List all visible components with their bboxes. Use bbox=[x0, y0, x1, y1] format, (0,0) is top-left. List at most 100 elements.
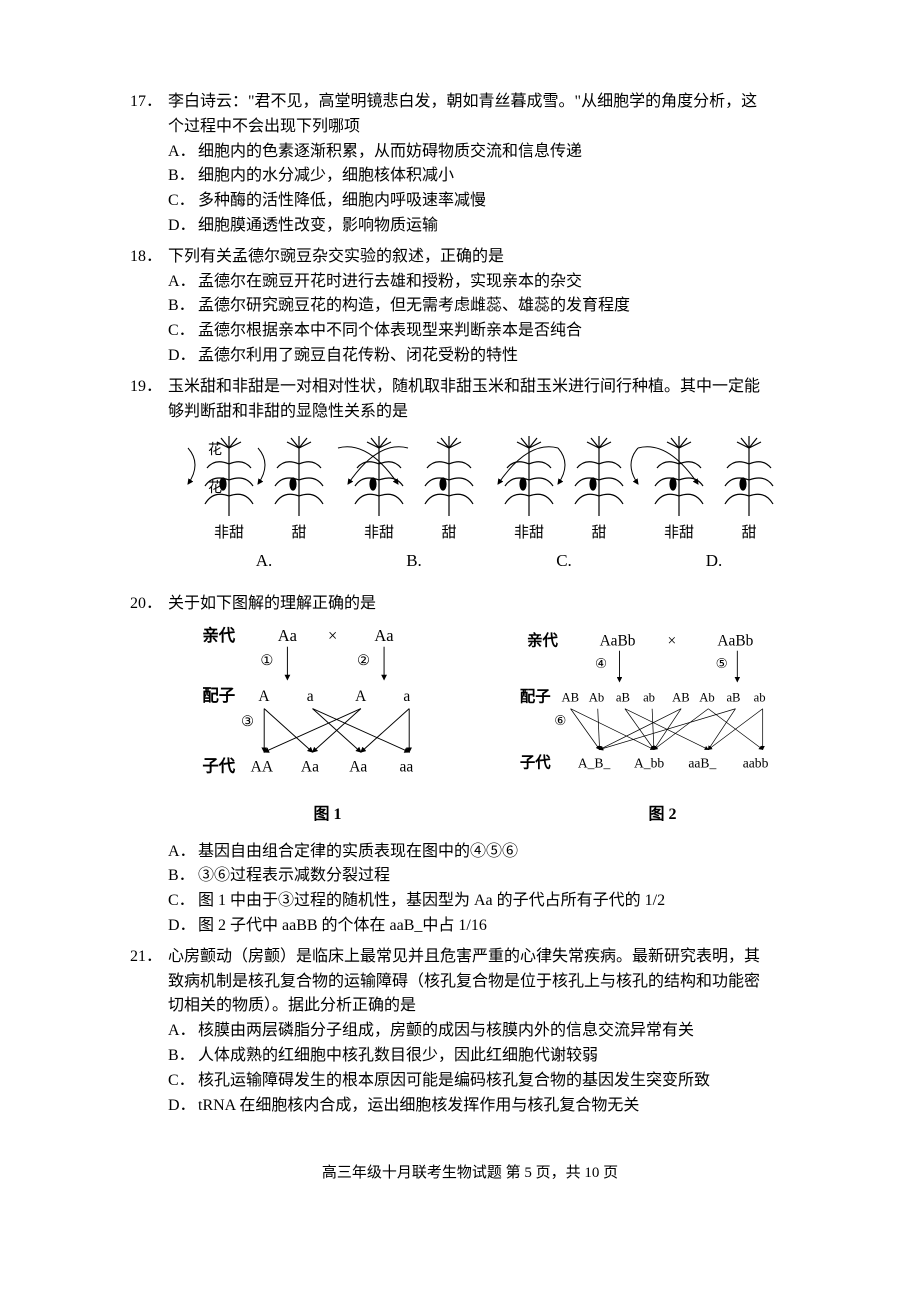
svg-text:配子: 配子 bbox=[519, 687, 550, 705]
svg-text:③: ③ bbox=[241, 714, 254, 730]
q18-opt-A-text: 孟德尔在豌豆开花时进行去雄和授粉，实现亲本的杂交 bbox=[198, 270, 810, 295]
svg-text:④: ④ bbox=[595, 656, 607, 671]
q21-opt-C-letter: C． bbox=[168, 1069, 198, 1094]
svg-text:Ab: Ab bbox=[699, 690, 715, 704]
q18-opt-A-letter: A． bbox=[168, 270, 198, 295]
q21-opt-B-text: 人体成熟的红细胞中核孔数目很少，因此红细胞代谢较弱 bbox=[198, 1044, 810, 1069]
corn-label-ns: 非甜 bbox=[214, 522, 244, 545]
corn-label-s: 甜 bbox=[291, 522, 306, 545]
corn-plant-icon bbox=[501, 434, 557, 520]
corn-plant-icon bbox=[271, 434, 327, 520]
q20-opt-C-text: 图 1 中由于③过程的随机性，基因型为 Aa 的子代占所有子代的 1/2 bbox=[198, 889, 810, 914]
q18-opt-B-letter: B． bbox=[168, 294, 198, 319]
corn-plant-icon bbox=[201, 434, 257, 520]
svg-text:aB: aB bbox=[726, 690, 740, 704]
q17-opt-A-text: 细胞内的色素逐渐积累，从而妨碍物质交流和信息传递 bbox=[198, 140, 810, 165]
q20-opt-A-text: 基因自由组合定律的实质表现在图中的④⑤⑥ bbox=[198, 840, 810, 865]
group-letter-B: B. bbox=[406, 548, 422, 574]
q20-opt-D-letter: D． bbox=[168, 914, 198, 939]
q18-opt-D-text: 孟德尔利用了豌豆自花传粉、闭花受粉的特性 bbox=[198, 344, 810, 369]
figure-1-caption: 图 1 bbox=[313, 803, 341, 828]
figure-1: 亲代 Aa × Aa ① ② 配子 A a A a ③ bbox=[180, 621, 475, 828]
svg-text:A: A bbox=[355, 688, 367, 705]
punnett-diagram-2: 亲代 AaBb × AaBb ④ ⑤ 配子 AB Ab aB ab AB Ab … bbox=[518, 621, 808, 801]
svg-text:a: a bbox=[403, 688, 410, 705]
svg-text:Aa: Aa bbox=[277, 626, 297, 645]
q20-opt-C-letter: C． bbox=[168, 889, 198, 914]
group-letter-A: A. bbox=[256, 548, 273, 574]
q17-opt-B-text: 细胞内的水分减少，细胞核体积减小 bbox=[198, 164, 810, 189]
corn-group-C: 非甜 甜 C. bbox=[489, 434, 639, 574]
q17-opt-B-letter: B． bbox=[168, 164, 198, 189]
svg-text:Ab: Ab bbox=[588, 690, 604, 704]
figure-2: 亲代 AaBb × AaBb ④ ⑤ 配子 AB Ab aB ab AB Ab … bbox=[515, 621, 810, 828]
svg-text:Aa: Aa bbox=[374, 626, 394, 645]
q21-stem-line1: 心房颤动（房颤）是临床上最常见并且危害严重的心律失常疾病。最新研究表明，其 bbox=[168, 945, 810, 970]
q20-stem: 关于如下图解的理解正确的是 bbox=[168, 592, 810, 617]
svg-text:亲代: 亲代 bbox=[527, 630, 558, 649]
corn-label-ns: 非甜 bbox=[514, 522, 544, 545]
q20-opt-A-letter: A． bbox=[168, 840, 198, 865]
svg-text:①: ① bbox=[260, 653, 273, 669]
question-17: 17． 李白诗云："君不见，高堂明镜悲白发，朝如青丝暮成雪。"从细胞学的角度分析… bbox=[130, 90, 810, 239]
corn-plant-icon bbox=[651, 434, 707, 520]
q21-opt-B-letter: B． bbox=[168, 1044, 198, 1069]
exam-page: 17． 李白诗云："君不见，高堂明镜悲白发，朝如青丝暮成雪。"从细胞学的角度分析… bbox=[0, 0, 920, 1300]
q17-opt-C-text: 多种酶的活性降低，细胞内呼吸速率减慢 bbox=[198, 189, 810, 214]
q18-opt-D-letter: D． bbox=[168, 344, 198, 369]
question-18: 18． 下列有关孟德尔豌豆杂交实验的叙述，正确的是 A．孟德尔在豌豆开花时进行去… bbox=[130, 245, 810, 369]
q17-opt-D-text: 细胞膜通透性改变，影响物质运输 bbox=[198, 214, 810, 239]
svg-text:亲代: 亲代 bbox=[202, 626, 235, 645]
q19-stem-line2: 够判断甜和非甜的显隐性关系的是 bbox=[130, 400, 810, 425]
corn-label-ns: 非甜 bbox=[664, 522, 694, 545]
svg-text:AA: AA bbox=[250, 758, 273, 775]
corn-label-s: 甜 bbox=[741, 522, 756, 545]
svg-text:aB: aB bbox=[615, 690, 629, 704]
corn-group-A: 非甜 甜 A. bbox=[189, 434, 339, 574]
group-letter-D: D. bbox=[706, 548, 723, 574]
q19-figure: 非甜 甜 A. 非甜 甜 B. 非甜 甜 bbox=[130, 434, 810, 574]
q21-opt-C-text: 核孔运输障碍发生的根本原因可能是编码核孔复合物的基因发生突变所致 bbox=[198, 1069, 810, 1094]
svg-text:AB: AB bbox=[561, 690, 579, 704]
corn-label-ns: 非甜 bbox=[364, 522, 394, 545]
corn-label-s: 甜 bbox=[591, 522, 606, 545]
svg-text:Aa: Aa bbox=[300, 758, 318, 775]
svg-text:配子: 配子 bbox=[202, 686, 235, 705]
q18-stem: 下列有关孟德尔豌豆杂交实验的叙述，正确的是 bbox=[168, 245, 810, 270]
q21-stem-line3: 切相关的物质）。据此分析正确的是 bbox=[130, 994, 810, 1019]
q21-opt-D-letter: D． bbox=[168, 1094, 198, 1119]
q18-opt-C-letter: C． bbox=[168, 319, 198, 344]
svg-text:⑤: ⑤ bbox=[715, 656, 727, 671]
figure-2-caption: 图 2 bbox=[648, 803, 676, 828]
question-20: 20． 关于如下图解的理解正确的是 亲代 Aa × Aa ① ② 配子 A bbox=[130, 592, 810, 939]
svg-text:×: × bbox=[667, 632, 676, 649]
q19-stem-line1: 玉米甜和非甜是一对相对性状，随机取非甜玉米和甜玉米进行间行种植。其中一定能 bbox=[168, 375, 810, 400]
q21-opt-A-letter: A． bbox=[168, 1019, 198, 1044]
punnett-diagram-1: 亲代 Aa × Aa ① ② 配子 A a A a ③ bbox=[183, 621, 473, 801]
q21-opt-D-text: tRNA 在细胞核内合成，运出细胞核发挥作用与核孔复合物无关 bbox=[198, 1094, 810, 1119]
q17-number: 17． bbox=[130, 90, 168, 115]
svg-text:②: ② bbox=[357, 653, 370, 669]
corn-plant-icon bbox=[351, 434, 407, 520]
q17-stem-line1: 李白诗云："君不见，高堂明镜悲白发，朝如青丝暮成雪。"从细胞学的角度分析，这 bbox=[168, 90, 810, 115]
q17-opt-C-letter: C． bbox=[168, 189, 198, 214]
svg-text:aabb: aabb bbox=[742, 755, 768, 770]
svg-text:AaBb: AaBb bbox=[717, 632, 753, 649]
q20-figures: 亲代 Aa × Aa ① ② 配子 A a A a ③ bbox=[180, 621, 810, 828]
q20-opt-B-letter: B． bbox=[168, 864, 198, 889]
q17-opt-A-letter: A． bbox=[168, 140, 198, 165]
q18-opt-C-text: 孟德尔根据亲本中不同个体表现型来判断亲本是否纯合 bbox=[198, 319, 810, 344]
svg-text:aa: aa bbox=[399, 758, 413, 775]
svg-text:AB: AB bbox=[672, 690, 690, 704]
corn-plant-icon bbox=[421, 434, 477, 520]
svg-text:ab: ab bbox=[643, 690, 655, 704]
svg-text:子代: 子代 bbox=[202, 756, 235, 775]
svg-text:子代: 子代 bbox=[519, 752, 550, 771]
corn-group-D: 非甜 甜 D. bbox=[639, 434, 789, 574]
svg-text:Aa: Aa bbox=[349, 758, 367, 775]
q20-opt-B-text: ③⑥过程表示减数分裂过程 bbox=[198, 864, 810, 889]
q19-number: 19． bbox=[130, 375, 168, 400]
q21-number: 21． bbox=[130, 945, 168, 970]
q20-opt-D-text: 图 2 子代中 aaBB 的个体在 aaB_中占 1/16 bbox=[198, 914, 810, 939]
q18-number: 18． bbox=[130, 245, 168, 270]
